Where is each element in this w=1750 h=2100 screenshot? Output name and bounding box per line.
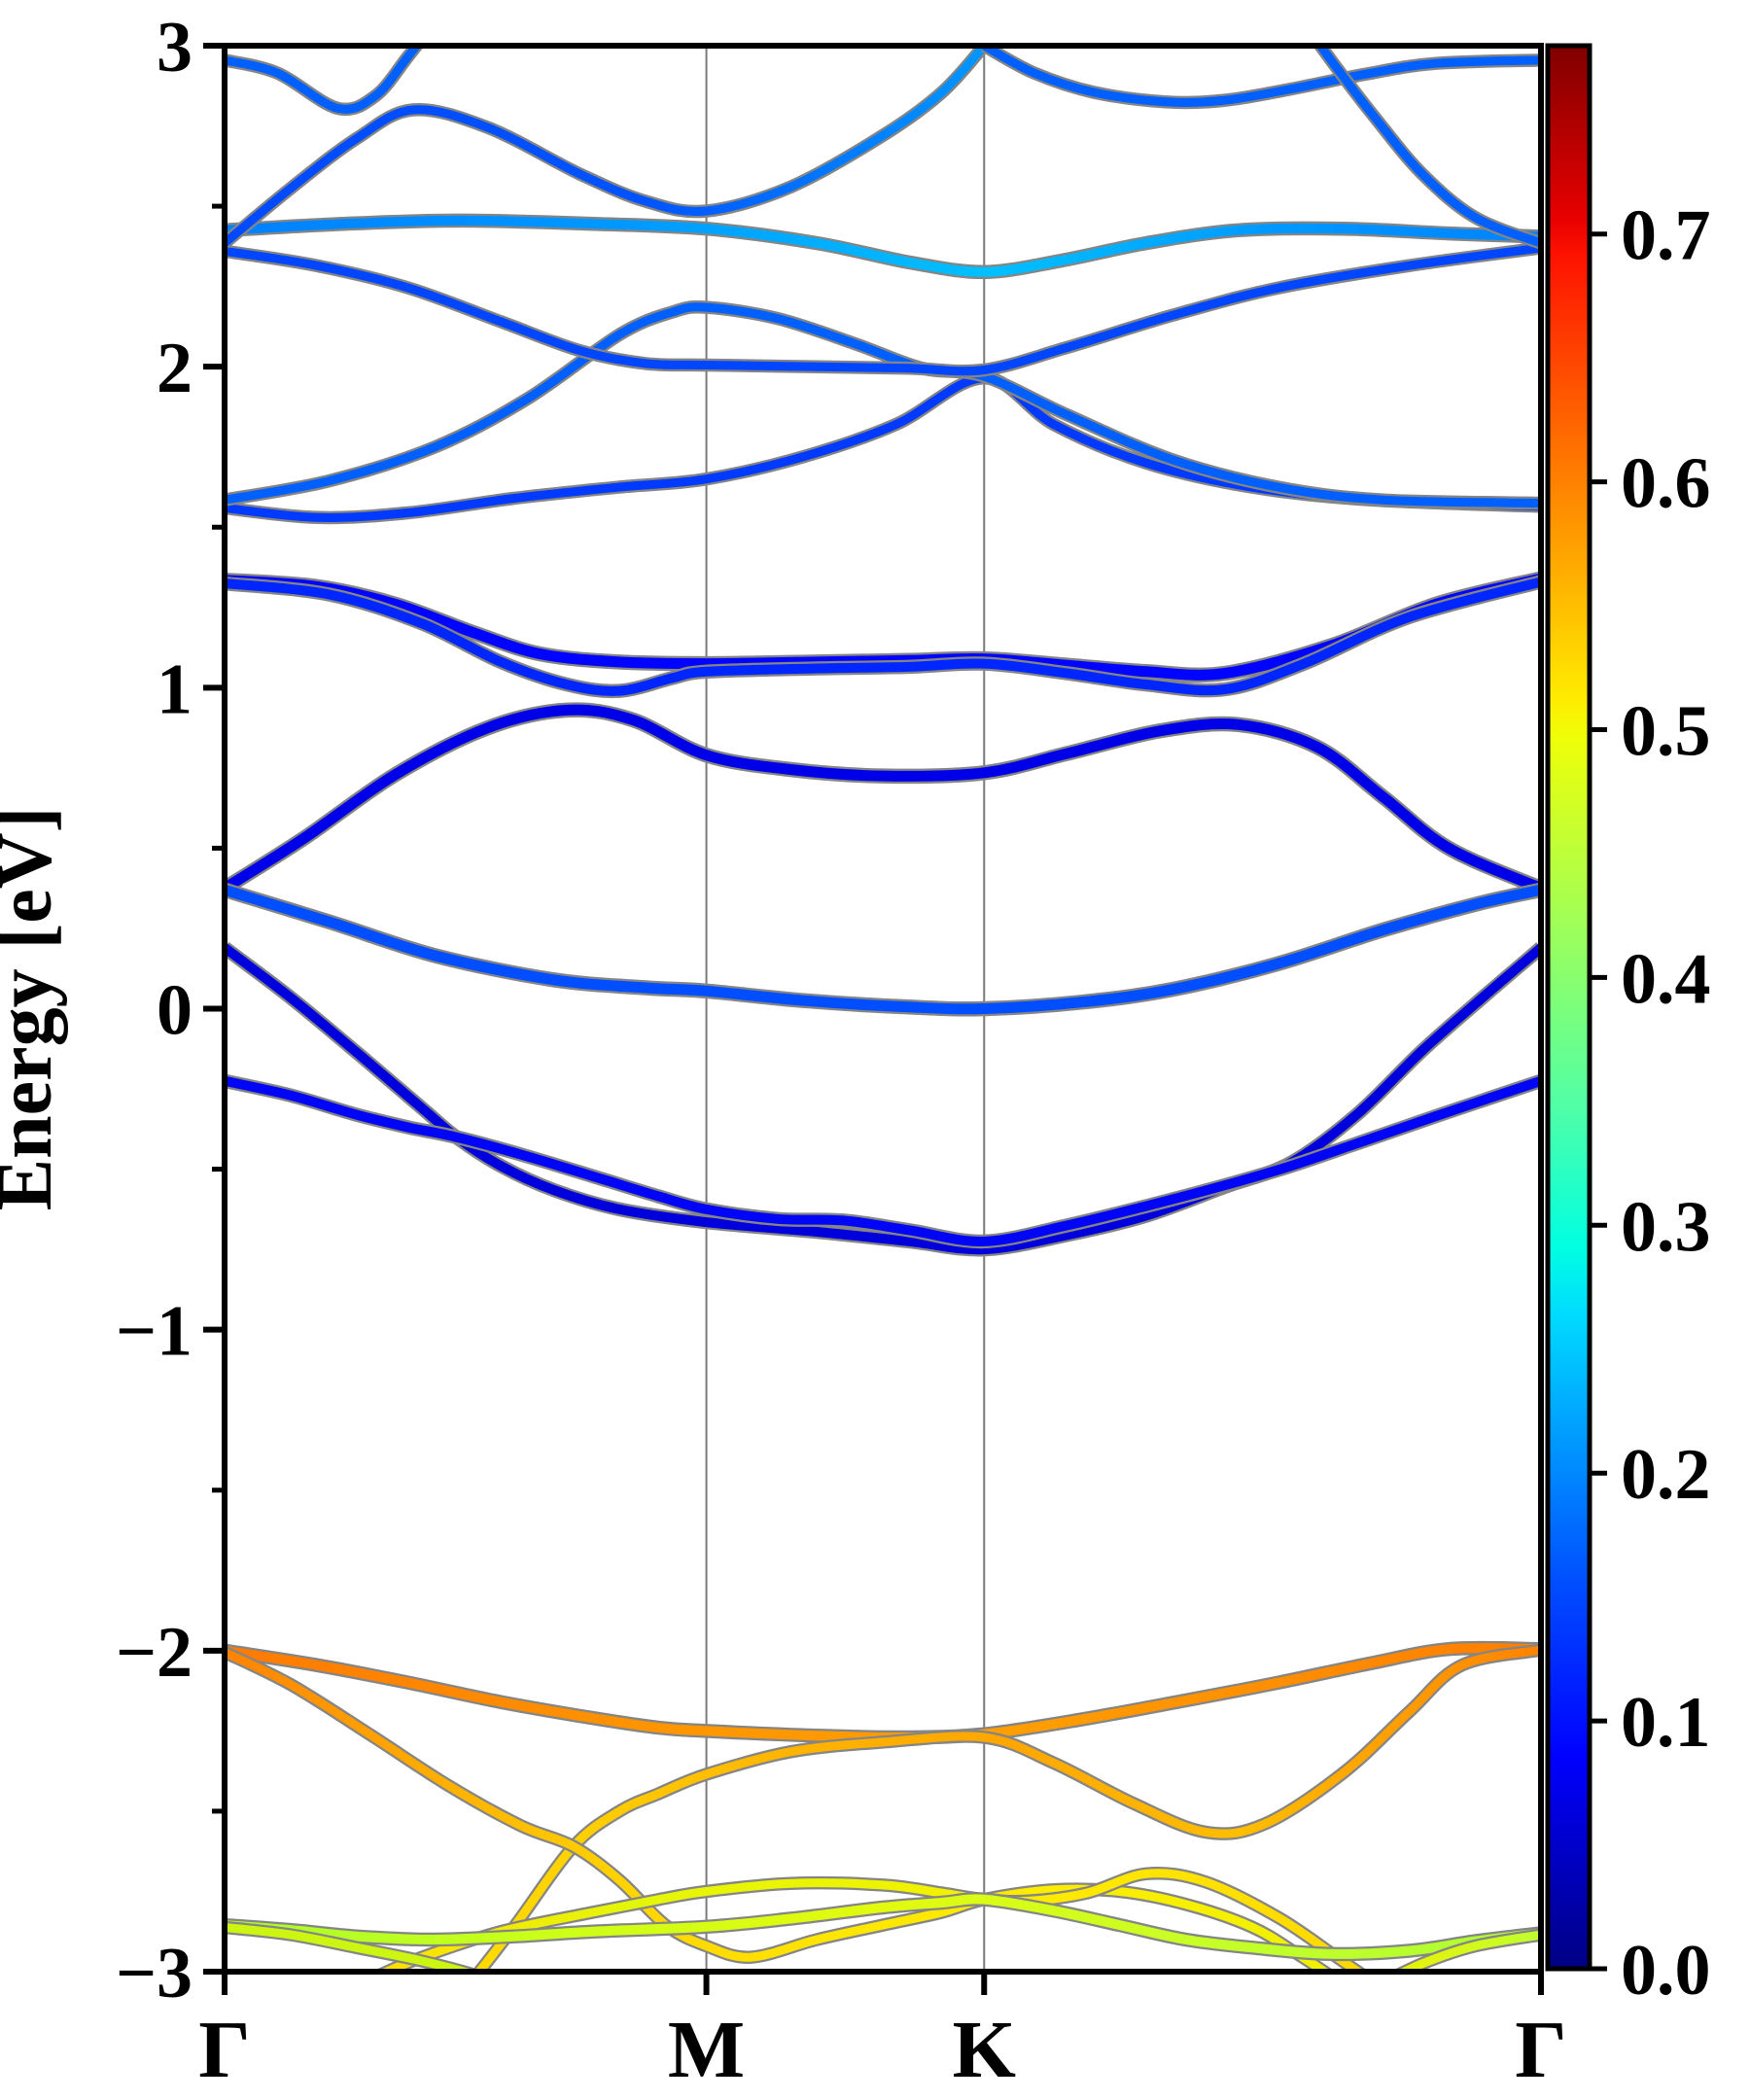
- band-B5: [378, 1869, 1366, 1972]
- colorbar-tick-label: 0.4: [1621, 939, 1711, 1019]
- bands-layer: [225, 46, 1541, 1972]
- colorbar-tick-label: 0.5: [1621, 692, 1711, 772]
- x-tick-label-K: K: [953, 2005, 1016, 2095]
- band-L2: [225, 577, 1541, 696]
- band-HUMP: [982, 46, 1541, 107]
- band-B2: [225, 1648, 1333, 1972]
- band-L3: [225, 704, 1541, 893]
- x-tick-label-gamma-left: Γ: [198, 2005, 250, 2095]
- band-D: [225, 243, 1541, 376]
- x-tick-label-gamma-right: Γ: [1515, 2005, 1566, 2095]
- colorbar-tick-label: 0.1: [1621, 1683, 1711, 1763]
- band-E1-edge: [225, 300, 1541, 510]
- colorbar-tick-label: 0.6: [1621, 444, 1711, 524]
- band-C: [225, 215, 1541, 277]
- band-E1: [225, 302, 1541, 508]
- y-tick-label: 2: [157, 329, 192, 408]
- y-tick-label: −3: [116, 1934, 192, 2013]
- colorbar-tick-label: 0.7: [1621, 196, 1711, 276]
- colorbar-border: [1545, 43, 1592, 1972]
- y-tick-label: 1: [157, 649, 192, 729]
- colorbar-tick-label: 0.2: [1621, 1435, 1711, 1515]
- band-F2: [225, 943, 1541, 1255]
- y-tick-label: 0: [157, 971, 192, 1051]
- y-tick-label: −1: [116, 1292, 192, 1372]
- band-B: [225, 46, 988, 247]
- band-B3: [225, 1894, 1541, 1959]
- band-L3-edge: [225, 702, 1541, 895]
- y-tick-label: −2: [116, 1613, 192, 1693]
- band-B4R: [1394, 1930, 1541, 1972]
- colorbar: [1548, 46, 1590, 1969]
- y-tick-label: 3: [157, 8, 192, 88]
- band-B4L: [225, 1922, 479, 1972]
- band-F3: [225, 1075, 1541, 1246]
- colorbar-tick-label: 0.0: [1621, 1931, 1711, 2011]
- band-OB1-edge: [225, 1640, 1541, 1745]
- band-F2-edge: [225, 941, 1541, 1257]
- band-A2: [1314, 46, 1541, 248]
- band-A1: [225, 46, 423, 114]
- band-OB1: [225, 1643, 1541, 1743]
- x-tick-label-M: M: [668, 2005, 745, 2095]
- colorbar-tick-label: 0.3: [1621, 1187, 1711, 1267]
- band-F1: [225, 884, 1541, 1015]
- energy-axis-label: Energy [eV]: [0, 807, 68, 1210]
- band-B1: [473, 1645, 1541, 1972]
